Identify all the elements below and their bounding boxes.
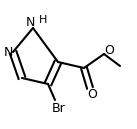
Text: Br: Br	[52, 102, 66, 115]
Text: O: O	[104, 43, 114, 57]
Text: O: O	[87, 87, 97, 100]
Text: N: N	[25, 15, 35, 29]
Text: H: H	[39, 15, 47, 25]
Text: N: N	[3, 46, 13, 58]
